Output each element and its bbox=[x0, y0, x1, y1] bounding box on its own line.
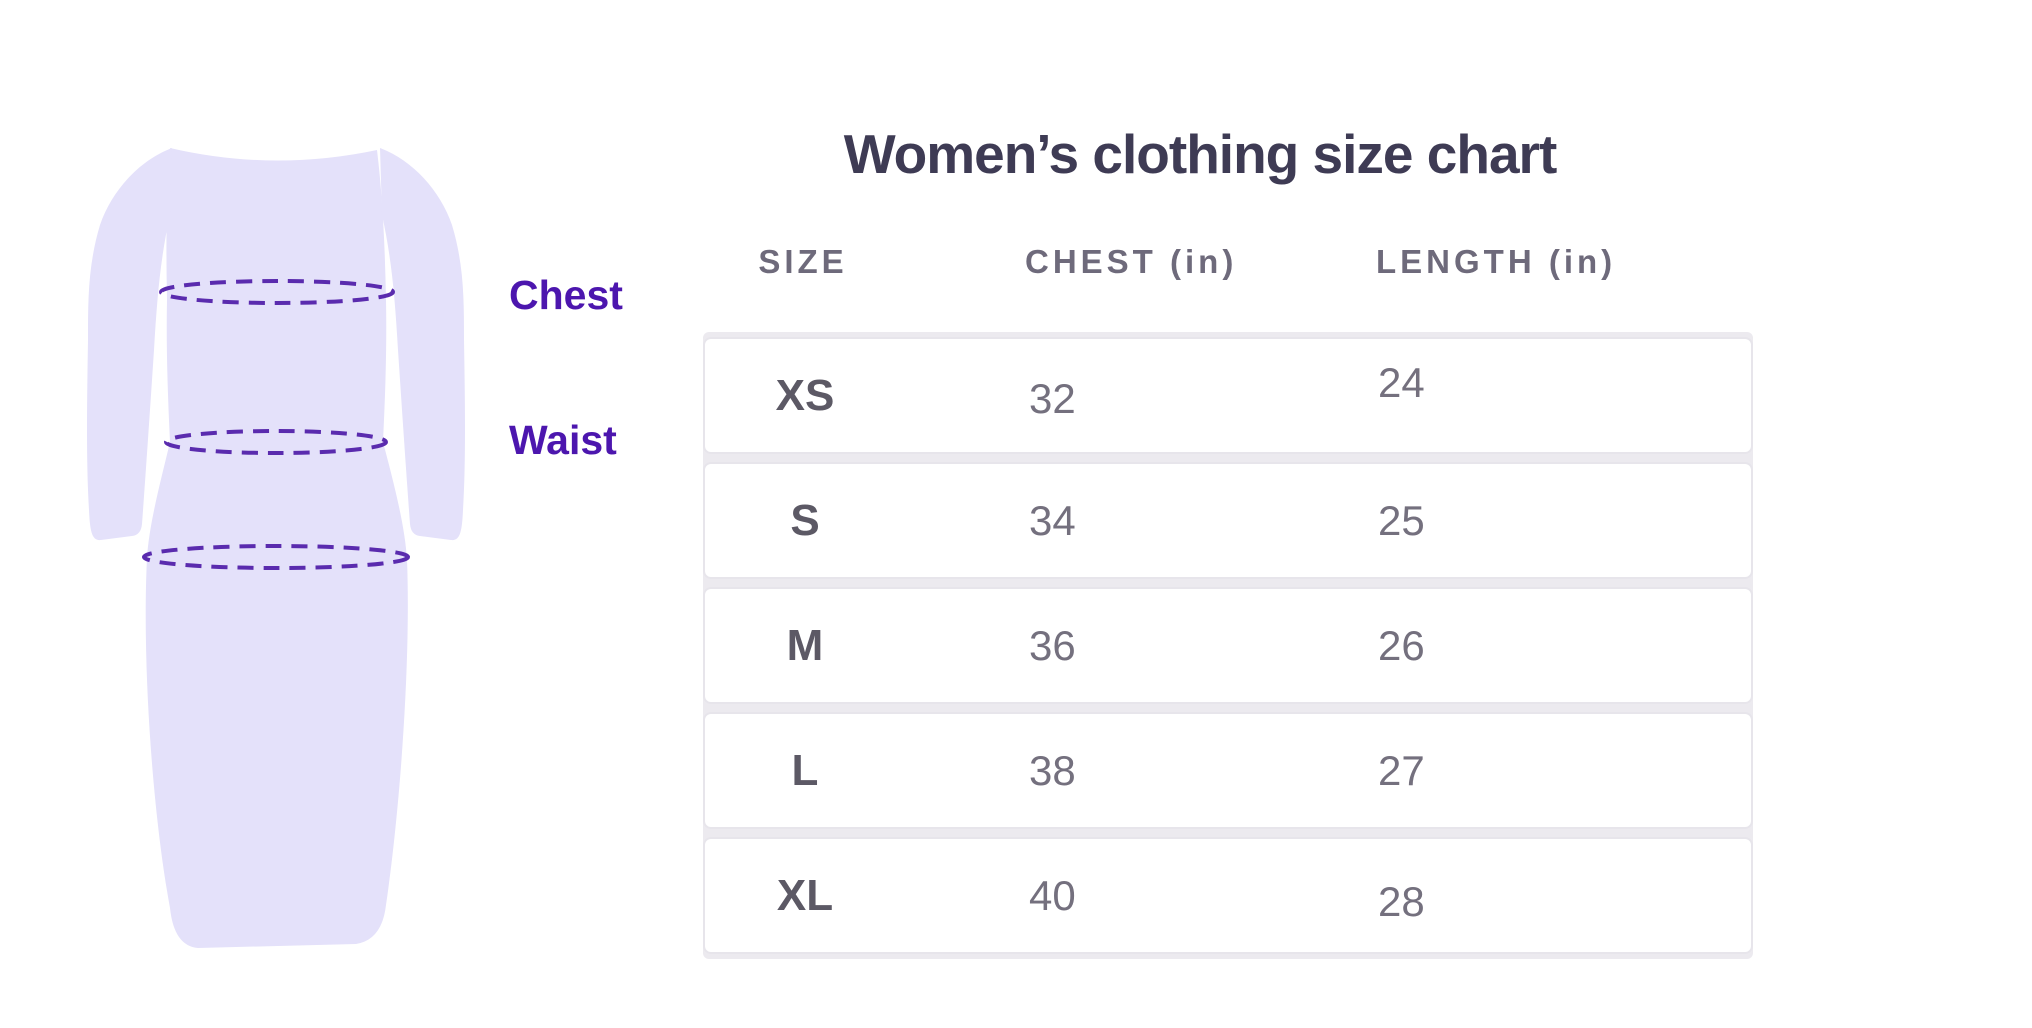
chest-value: 34 bbox=[1029, 496, 1076, 544]
table-header-row: SIZE CHEST (in) LENGTH (in) bbox=[703, 243, 1753, 281]
chest-value: 40 bbox=[1029, 871, 1076, 919]
size-value: XL bbox=[776, 870, 834, 920]
length-value: 28 bbox=[1378, 877, 1425, 925]
table-row-m: M 36 26 bbox=[703, 587, 1753, 704]
column-header-length: LENGTH (in) bbox=[1376, 243, 1617, 280]
waist-label: Waist bbox=[509, 417, 617, 463]
chest-value: 36 bbox=[1029, 621, 1076, 669]
length-value: 25 bbox=[1378, 496, 1425, 544]
size-value: L bbox=[791, 745, 819, 795]
table-row-s: S 34 25 bbox=[703, 462, 1753, 579]
table-row-xl: XL 40 28 bbox=[703, 837, 1753, 954]
table-row-l: L 38 27 bbox=[703, 712, 1753, 829]
page-title: Women’s clothing size chart bbox=[843, 123, 1558, 185]
column-header-size: SIZE bbox=[758, 243, 848, 280]
length-value: 26 bbox=[1378, 621, 1425, 669]
chest-value: 38 bbox=[1029, 746, 1076, 794]
size-value: XS bbox=[775, 370, 835, 420]
chest-label: Chest bbox=[509, 272, 623, 318]
size-value: M bbox=[786, 620, 824, 670]
length-value: 24 bbox=[1378, 358, 1425, 406]
hip-measure-line bbox=[142, 544, 410, 570]
size-table: XS 32 24 S 34 25 M 36 26 L 38 27 XL 40 2… bbox=[703, 332, 1753, 959]
chest-measure-line bbox=[159, 279, 395, 305]
dress-left-sleeve bbox=[87, 148, 172, 541]
dress-right-sleeve bbox=[380, 148, 465, 541]
size-value: S bbox=[790, 495, 820, 545]
column-header-chest: CHEST (in) bbox=[1025, 243, 1238, 280]
chest-value: 32 bbox=[1029, 374, 1076, 422]
length-value: 27 bbox=[1378, 746, 1425, 794]
table-row-xs: XS 32 24 bbox=[703, 337, 1753, 454]
waist-measure-line bbox=[164, 429, 388, 455]
